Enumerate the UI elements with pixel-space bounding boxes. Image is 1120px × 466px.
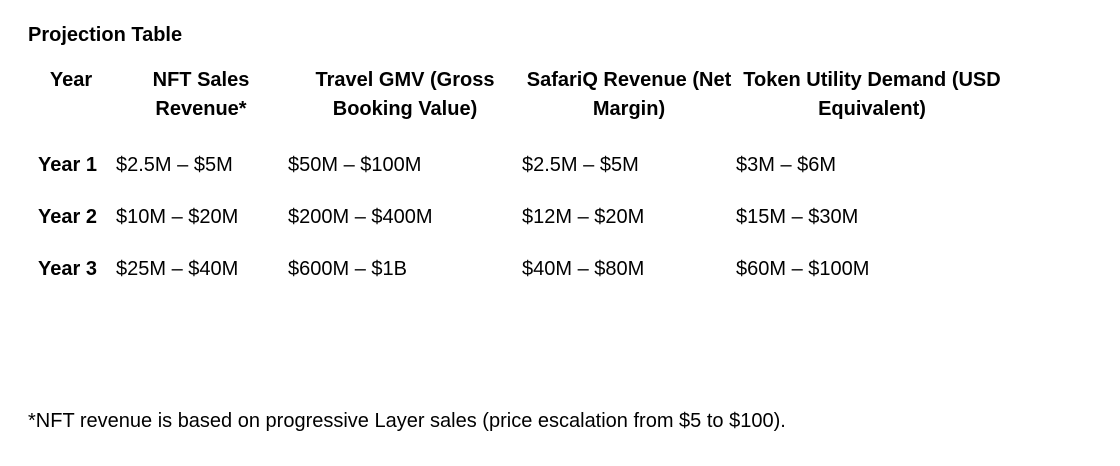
nft-sales-cell: $25M – $40M <box>116 258 239 280</box>
header-nft-sales-revenue: NFT Sales Revenue* <box>152 69 250 120</box>
year-cell: Year 1 <box>38 154 97 176</box>
table-row: Year 2 $10M – $20M $200M – $400M $12M – … <box>28 202 1008 254</box>
safariq-revenue-cell: $2.5M – $5M <box>522 154 639 176</box>
safariq-revenue-cell: $40M – $80M <box>522 258 645 280</box>
header-year: Year <box>49 69 93 91</box>
travel-gmv-cell: $600M – $1B <box>288 258 407 280</box>
travel-gmv-cell: $50M – $100M <box>288 154 422 176</box>
header-token-utility-demand: Token Utility Demand (USD Equivalent) <box>743 69 1001 120</box>
table-row: Year 3 $25M – $40M $600M – $1B $40M – $8… <box>28 254 1008 306</box>
nft-sales-cell: $10M – $20M <box>116 206 239 228</box>
header-safariq-revenue: SafariQ Revenue (Net Margin) <box>526 69 732 120</box>
travel-gmv-cell: $200M – $400M <box>288 206 433 228</box>
safariq-revenue-cell: $12M – $20M <box>522 206 645 228</box>
table-row: Year 1 $2.5M – $5M $50M – $100M $2.5M – … <box>28 150 1008 202</box>
nft-sales-cell: $2.5M – $5M <box>116 154 233 176</box>
projection-table: Year NFT Sales Revenue* Travel GMV (Gros… <box>28 66 1008 306</box>
year-cell: Year 2 <box>38 206 97 228</box>
token-demand-cell: $60M – $100M <box>736 258 870 280</box>
footnote: *NFT revenue is based on progressive Lay… <box>28 410 786 432</box>
table-header-row: Year NFT Sales Revenue* Travel GMV (Gros… <box>28 66 1008 150</box>
token-demand-cell: $15M – $30M <box>736 206 859 228</box>
token-demand-cell: $3M – $6M <box>736 154 837 176</box>
year-cell: Year 3 <box>38 258 97 280</box>
header-travel-gmv: Travel GMV (Gross Booking Value) <box>315 69 495 120</box>
page-title: Projection Table <box>28 24 183 46</box>
